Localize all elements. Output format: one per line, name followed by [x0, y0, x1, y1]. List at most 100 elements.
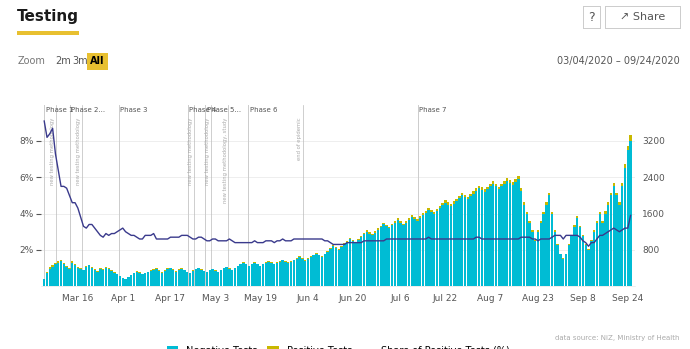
Bar	[52, 265, 54, 267]
Bar	[94, 269, 96, 270]
Bar	[576, 218, 578, 286]
Bar	[97, 271, 99, 272]
Bar	[178, 270, 180, 286]
Bar	[259, 266, 262, 286]
Bar	[46, 272, 48, 274]
Bar	[455, 201, 458, 286]
Bar	[144, 273, 146, 274]
Bar	[290, 261, 293, 262]
Bar	[363, 233, 365, 235]
Bar	[166, 268, 169, 269]
Bar	[526, 211, 528, 214]
Bar	[105, 268, 107, 286]
Bar	[301, 258, 304, 259]
Bar	[368, 232, 371, 233]
Bar	[540, 221, 542, 223]
Bar	[534, 240, 536, 241]
Bar	[422, 214, 424, 215]
Bar	[455, 199, 458, 201]
Bar	[439, 206, 441, 208]
Bar	[139, 273, 141, 286]
Bar	[436, 211, 438, 286]
Bar	[60, 260, 62, 261]
Bar	[447, 205, 449, 286]
Bar	[366, 232, 368, 286]
Bar	[542, 212, 545, 214]
Bar	[489, 186, 491, 286]
Bar	[301, 259, 304, 286]
Bar	[531, 232, 533, 286]
Bar	[587, 250, 590, 286]
Bar	[469, 194, 472, 196]
Bar	[329, 248, 332, 249]
Bar	[60, 261, 62, 286]
Bar	[132, 273, 135, 274]
Bar	[313, 255, 315, 286]
Bar	[604, 211, 607, 214]
Bar	[68, 269, 70, 286]
Bar	[178, 269, 180, 270]
Bar	[556, 244, 559, 245]
Bar	[352, 240, 354, 241]
Bar	[248, 266, 250, 286]
Bar	[355, 242, 357, 243]
Bar	[385, 226, 388, 286]
Bar	[363, 235, 365, 286]
Bar	[394, 223, 396, 286]
Bar	[607, 205, 609, 286]
Bar	[422, 215, 424, 286]
Bar	[276, 262, 278, 263]
Bar	[265, 262, 267, 263]
Bar	[411, 217, 413, 286]
Bar	[551, 211, 553, 214]
Bar	[472, 191, 475, 194]
Bar	[340, 247, 343, 286]
Bar	[582, 235, 584, 236]
Bar	[110, 270, 112, 271]
Bar	[360, 237, 362, 286]
Bar	[268, 261, 270, 262]
Bar	[529, 223, 531, 286]
Text: Phase 1: Phase 1	[46, 106, 73, 112]
Bar	[352, 241, 354, 286]
Text: Testing: Testing	[17, 9, 79, 24]
Bar	[124, 279, 127, 286]
Bar	[615, 193, 618, 195]
Bar	[184, 270, 186, 286]
Bar	[161, 273, 164, 286]
Bar	[511, 185, 514, 286]
Bar	[77, 268, 79, 286]
Bar	[380, 227, 382, 286]
Bar	[531, 230, 533, 232]
Bar	[287, 263, 290, 286]
Bar	[52, 267, 54, 286]
Bar	[518, 176, 520, 179]
Bar	[602, 223, 604, 286]
Bar	[195, 269, 197, 286]
Text: All: All	[90, 57, 105, 66]
Bar	[484, 190, 486, 192]
Bar	[214, 271, 217, 286]
Bar	[169, 268, 172, 286]
Bar	[374, 233, 377, 286]
Bar	[475, 191, 477, 286]
Bar	[419, 218, 422, 286]
Bar	[332, 246, 335, 286]
Bar	[595, 221, 598, 223]
Bar	[310, 257, 312, 286]
Bar	[520, 188, 522, 191]
Bar	[405, 223, 407, 286]
Bar	[144, 274, 146, 286]
Bar	[584, 244, 587, 245]
Bar	[346, 240, 348, 242]
Bar	[329, 249, 332, 286]
Bar	[324, 254, 326, 286]
Bar	[439, 208, 441, 286]
Bar	[186, 272, 188, 286]
Bar	[298, 257, 301, 286]
Bar	[565, 253, 567, 254]
Bar	[279, 262, 281, 286]
Bar	[136, 272, 138, 286]
Bar	[71, 261, 73, 262]
Bar	[295, 259, 298, 286]
